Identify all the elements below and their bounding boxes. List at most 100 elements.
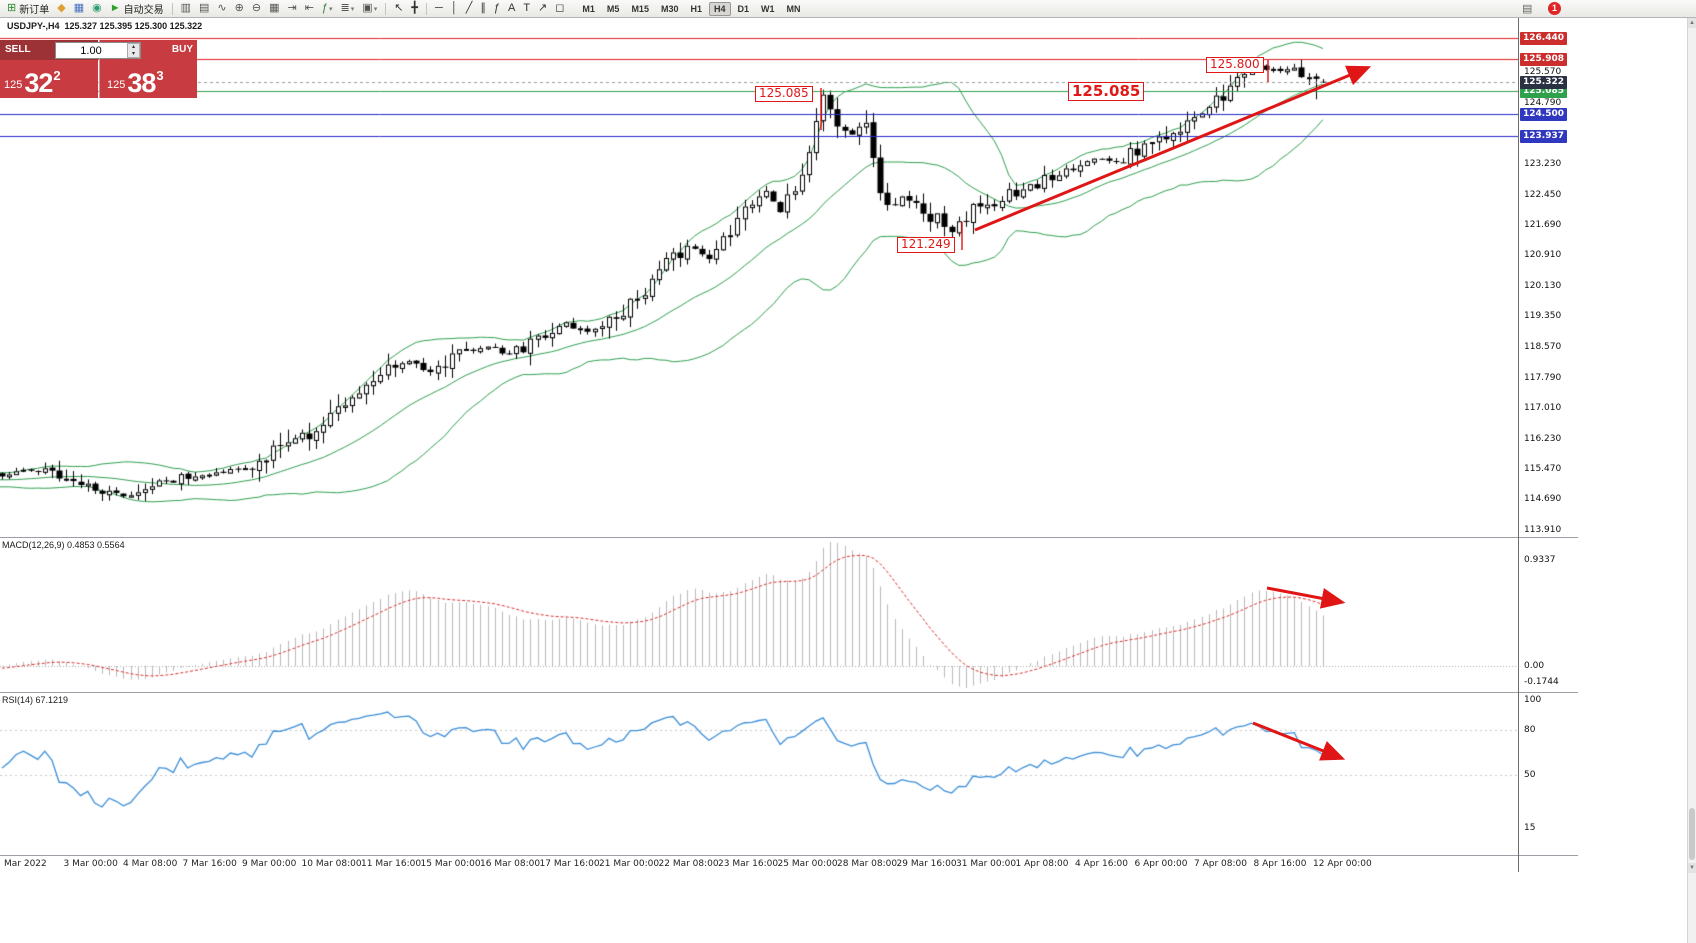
price-tick-label: 123.230: [1524, 159, 1562, 169]
time-axis-separator: [0, 855, 1578, 856]
toolbar-separator: [171, 2, 173, 15]
time-label: 6 Apr 00:00: [1134, 859, 1188, 869]
auto-scroll-button[interactable]: ⇥: [284, 1, 299, 17]
mql-community-button[interactable]: ◆: [54, 1, 68, 17]
macd-label: MACD(12,26,9) 0.4853 0.5564: [2, 540, 125, 550]
volume-spinner[interactable]: ▴ ▾: [127, 43, 140, 58]
notification-badge[interactable]: 1: [1548, 2, 1561, 15]
shapes-icon: ◻: [555, 2, 565, 14]
timeframe-M15[interactable]: M15: [631, 3, 649, 14]
timeframe-MN[interactable]: MN: [786, 3, 801, 14]
cursor-button[interactable]: ↖: [391, 1, 406, 17]
time-label: 15 Mar 00:00: [420, 859, 481, 869]
timeframe-M1[interactable]: M1: [582, 3, 595, 14]
volume-input[interactable]: [55, 42, 141, 59]
timeframe-M5[interactable]: M5: [606, 3, 620, 14]
arrows-button[interactable]: ↗: [535, 1, 550, 17]
spinner-down-icon[interactable]: ▾: [131, 50, 135, 57]
price-tick-label: 0.00: [1524, 661, 1545, 671]
auto-trading-button[interactable]: ► 自动交易: [107, 1, 167, 17]
templates-button[interactable]: ▣ ▾: [359, 1, 380, 17]
panel-separator-rsi[interactable]: [0, 692, 1578, 693]
buy-button[interactable]: BUY 125 38 3: [99, 40, 197, 98]
timeframe-H1[interactable]: H1: [690, 3, 702, 14]
zoom-in-button[interactable]: ⊕: [232, 1, 247, 17]
price-annotation[interactable]: 125.085: [1068, 82, 1145, 102]
sound-button[interactable]: ◉: [89, 1, 105, 17]
tile-windows-button[interactable]: ▦: [266, 1, 282, 17]
price-tick-label: 124.790: [1524, 98, 1562, 108]
crosshair-button[interactable]: ╋: [408, 1, 421, 17]
price-annotation[interactable]: 125.085: [755, 86, 813, 102]
price-annotation[interactable]: 125.800: [1206, 57, 1264, 73]
chart-region: USDJPY-,H4 125.327 125.395 125.300 125.3…: [0, 18, 1696, 943]
price-annotation[interactable]: 121.249: [897, 237, 955, 253]
time-label: 28 Mar 08:00: [837, 859, 898, 869]
chart-shift-button[interactable]: ⇤: [302, 1, 317, 17]
timeframe-M30[interactable]: M30: [660, 3, 679, 14]
buy-price-sup: 3: [156, 68, 164, 83]
fibonacci-button[interactable]: ƒ: [491, 1, 503, 17]
time-axis[interactable]: Mar 2022 3 Mar 00:00 4 Mar 08:00 7 Mar 16:0…: [0, 856, 1578, 873]
sell-price-prefix: 125: [4, 79, 23, 91]
periods-button[interactable]: ≣ ▾: [338, 1, 358, 17]
rsi-label: RSI(14) 67.1219: [2, 695, 69, 705]
charts-window-button[interactable]: ▦: [71, 1, 87, 17]
time-label: 9 Mar 00:00: [242, 859, 297, 869]
trendline-button[interactable]: ╱: [463, 1, 476, 17]
buy-price-prefix: 125: [107, 79, 126, 91]
symbol-ohlc-info: USDJPY-,H4 125.327 125.395 125.300 125.3…: [7, 21, 203, 31]
sell-price-big: 32: [24, 68, 53, 99]
timeframe-D1[interactable]: D1: [737, 3, 750, 14]
fibonacci-icon: ƒ: [493, 2, 500, 14]
zoom-out-button[interactable]: ⊖: [249, 1, 264, 17]
timeframe-H4[interactable]: H4: [708, 1, 731, 16]
macd-panel-canvas[interactable]: [0, 537, 1518, 692]
price-tick-label: 125.570: [1524, 67, 1562, 77]
timeframe-W1[interactable]: W1: [761, 3, 775, 14]
cursor-icon: ↖: [394, 2, 404, 14]
scroll-up-icon[interactable]: ▲: [1688, 18, 1696, 28]
scrollbar-thumb[interactable]: [1689, 808, 1695, 860]
alerts-icon[interactable]: ▤: [1522, 3, 1533, 15]
panel-separator-macd[interactable]: [0, 537, 1578, 538]
time-label: 21 Mar 00:00: [599, 859, 660, 869]
price-tick-label: 113.910: [1524, 525, 1562, 535]
rsi-panel-canvas[interactable]: [0, 692, 1518, 855]
buy-price: 125 38 3: [107, 68, 164, 97]
line-chart-button[interactable]: ∿: [214, 1, 229, 17]
new-order-button[interactable]: ⊞ 新订单: [4, 1, 52, 17]
time-label: 10 Mar 08:00: [301, 859, 362, 869]
price-axis[interactable]: 125.570 124.790 123.230 122.450 121.690 120.9…: [1519, 18, 1579, 890]
text-button[interactable]: A: [505, 1, 518, 17]
price-axis-border: [1518, 18, 1519, 872]
horizontal-line-button[interactable]: ─: [432, 1, 446, 17]
vertical-line-button[interactable]: │: [448, 1, 461, 17]
sell-label: SELL: [5, 44, 31, 55]
main-toolbar: ▤ 1 ⊞ 新订单 ◆ ▦ ◉ ► 自动交易 ▥ ▤ ∿ ⊕ ⊖ ▦ ⇥ ⇤ ƒ ▾ ≣ ▾ ▣ ▾ ↖ ╋ ─ │ ╱ ∥ ƒ A T ↗…: [0, 0, 1696, 18]
vertical-scrollbar[interactable]: ▲ ▼: [1687, 18, 1696, 943]
price-tag: 124.500: [1520, 108, 1567, 121]
auto-trading-button-label: 自动交易: [123, 5, 164, 16]
label-button[interactable]: T: [520, 1, 533, 17]
time-label: 23 Mar 16:00: [718, 859, 779, 869]
price-tick-label: 121.690: [1524, 220, 1562, 230]
candlestick-chart-button[interactable]: ▤: [196, 1, 212, 17]
text-icon: A: [507, 2, 516, 14]
price-tag: 123.937: [1520, 130, 1567, 143]
channel-button[interactable]: ∥: [477, 1, 489, 17]
price-tag: 125.322: [1520, 76, 1567, 89]
bar-chart-icon: ▥: [180, 2, 191, 14]
time-label: 31 Mar 00:00: [956, 859, 1017, 869]
new-order-button-label: 新订单: [19, 5, 50, 16]
buy-label: BUY: [171, 44, 193, 55]
time-label: 25 Mar 00:00: [777, 859, 838, 869]
time-label: 11 Mar 16:00: [361, 859, 422, 869]
price-tick-label: 116.230: [1524, 434, 1562, 444]
bar-chart-button[interactable]: ▥: [178, 1, 194, 17]
shapes-button[interactable]: ◻: [552, 1, 567, 17]
spinner-up-icon[interactable]: ▴: [131, 43, 135, 50]
price-tick-label: 80: [1524, 725, 1536, 735]
scroll-down-icon[interactable]: ▼: [1688, 863, 1696, 873]
indicators-button[interactable]: ƒ ▾: [319, 1, 336, 17]
